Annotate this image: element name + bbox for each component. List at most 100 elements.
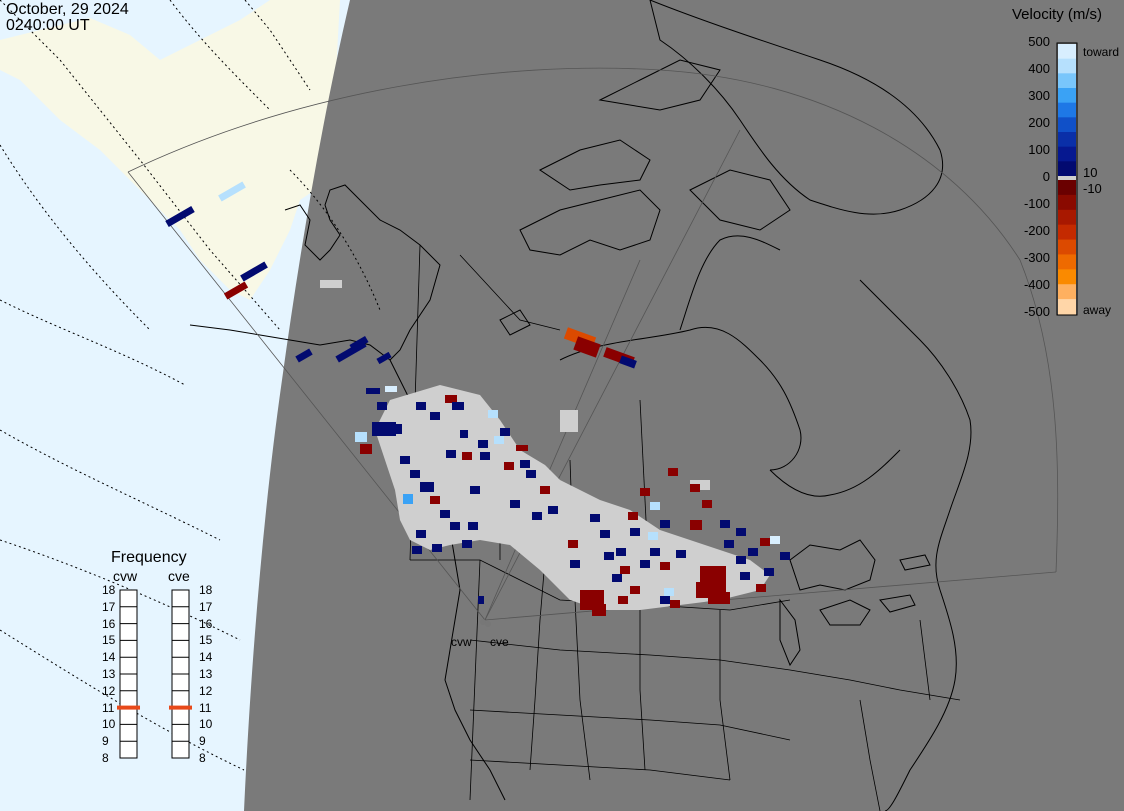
velocity-gate	[540, 486, 550, 494]
velocity-tick-label: 100	[1028, 142, 1050, 157]
velocity-gate	[165, 205, 195, 228]
velocity-gate	[223, 281, 249, 300]
velocity-gate	[650, 548, 660, 556]
frequency-level-label-cve: 12	[199, 683, 213, 698]
velocity-gate	[412, 546, 422, 554]
velocity-scale-title: Velocity (m/s)	[1012, 6, 1103, 23]
colorbar-toward-segment	[1058, 73, 1076, 89]
velocity-gate	[510, 500, 520, 508]
away-label: away	[1083, 303, 1112, 317]
velocity-gate	[400, 456, 410, 464]
frequency-marker-cvw	[117, 705, 140, 710]
frequency-level-label-cvw: 10	[102, 717, 116, 732]
velocity-gate	[390, 424, 402, 434]
velocity-tick-label: -100	[1023, 196, 1050, 211]
frequency-level-label-cve: 13	[199, 667, 213, 681]
velocity-gate	[570, 560, 580, 568]
velocity-gate	[450, 522, 460, 530]
radar-site-markers	[480, 619, 491, 627]
velocity-gate	[616, 548, 626, 556]
radar-site-cve-label: cve	[490, 635, 509, 649]
velocity-gate	[640, 488, 650, 496]
colorbar-away-segment	[1058, 269, 1076, 285]
frequency-gauge	[117, 589, 192, 759]
velocity-gate	[568, 540, 578, 548]
velocity-gate	[445, 395, 457, 403]
colorbar-toward-segment	[1058, 102, 1076, 118]
velocity-gate	[676, 550, 686, 558]
velocity-gate	[218, 181, 246, 202]
colorbar-zero-segment	[1058, 176, 1076, 180]
velocity-gate	[548, 506, 558, 514]
radar-site-cvw-marker	[480, 619, 486, 625]
frequency-level-label-cve: 10	[199, 717, 213, 732]
velocity-gate	[740, 572, 750, 580]
velocity-gate	[748, 548, 758, 556]
toward-label: toward	[1083, 45, 1120, 59]
velocity-gate	[360, 444, 372, 454]
velocity-gate	[690, 484, 700, 492]
velocity-gate	[385, 386, 397, 392]
colorbar-toward-segment	[1058, 132, 1076, 148]
velocity-gate	[630, 586, 640, 594]
velocity-gate	[516, 445, 528, 451]
velocity-gate	[600, 530, 610, 538]
velocity-tick-label: 300	[1028, 88, 1050, 103]
inner-negative-label: -10	[1083, 181, 1102, 196]
colorbar-away-segment	[1058, 239, 1076, 255]
colorbar-away-segment	[1058, 299, 1076, 315]
velocity-gate	[520, 460, 530, 468]
velocity-gate	[612, 574, 622, 582]
radar-site-cve-marker	[485, 621, 491, 627]
velocity-gate	[764, 568, 774, 576]
velocity-gate	[708, 592, 730, 604]
velocity-gate	[648, 532, 658, 540]
velocity-gate	[736, 556, 746, 564]
velocity-gate	[416, 530, 426, 538]
colorbar-toward-segment	[1058, 88, 1076, 104]
velocity-gate	[630, 528, 640, 536]
colorbar-toward-segment	[1058, 58, 1076, 74]
velocity-gate	[660, 520, 670, 528]
velocity-gate	[478, 596, 484, 604]
land-day-area	[0, 0, 340, 300]
velocity-gate	[376, 351, 392, 365]
velocity-gate	[355, 432, 367, 442]
velocity-gate	[446, 450, 456, 458]
velocity-gate	[640, 560, 650, 568]
night-area	[244, 0, 1124, 811]
velocity-gate	[410, 470, 420, 478]
velocity-gate	[619, 355, 637, 369]
velocity-gate	[440, 510, 450, 518]
colorbar-toward-segment	[1058, 117, 1076, 133]
velocity-gate	[720, 520, 730, 528]
velocity-gate	[592, 604, 606, 616]
velocity-gate	[488, 410, 498, 418]
velocity-gate	[478, 440, 488, 448]
velocity-gate	[724, 540, 734, 548]
velocity-gate	[690, 520, 702, 530]
velocity-gate	[366, 388, 380, 394]
frequency-level-label-cvw: 18	[102, 583, 116, 597]
frequency-marker-cve	[169, 705, 192, 710]
velocity-gate	[526, 470, 536, 478]
colorbar-away-segment	[1058, 254, 1076, 270]
frequency-level-label-cve: 14	[199, 650, 213, 665]
velocity-gate	[702, 500, 712, 508]
velocity-gate	[670, 600, 680, 608]
velocity-gate	[480, 452, 490, 460]
frequency-level-label-cvw: 9	[102, 734, 109, 749]
velocity-gate	[349, 335, 369, 352]
frequency-level-label-cvw: 11	[102, 700, 115, 715]
velocity-gate	[664, 588, 674, 596]
velocity-gate	[770, 536, 780, 544]
velocity-gate	[460, 430, 468, 438]
velocity-gate	[756, 584, 766, 592]
velocity-gate	[377, 402, 387, 410]
colorbar-frame	[1056, 42, 1078, 316]
date-label: October, 29 2024	[6, 1, 129, 18]
frequency-level-label-cve: 17	[199, 599, 213, 614]
velocity-gate	[504, 462, 514, 470]
freq-radar-cvw-label: cvw	[113, 568, 138, 584]
